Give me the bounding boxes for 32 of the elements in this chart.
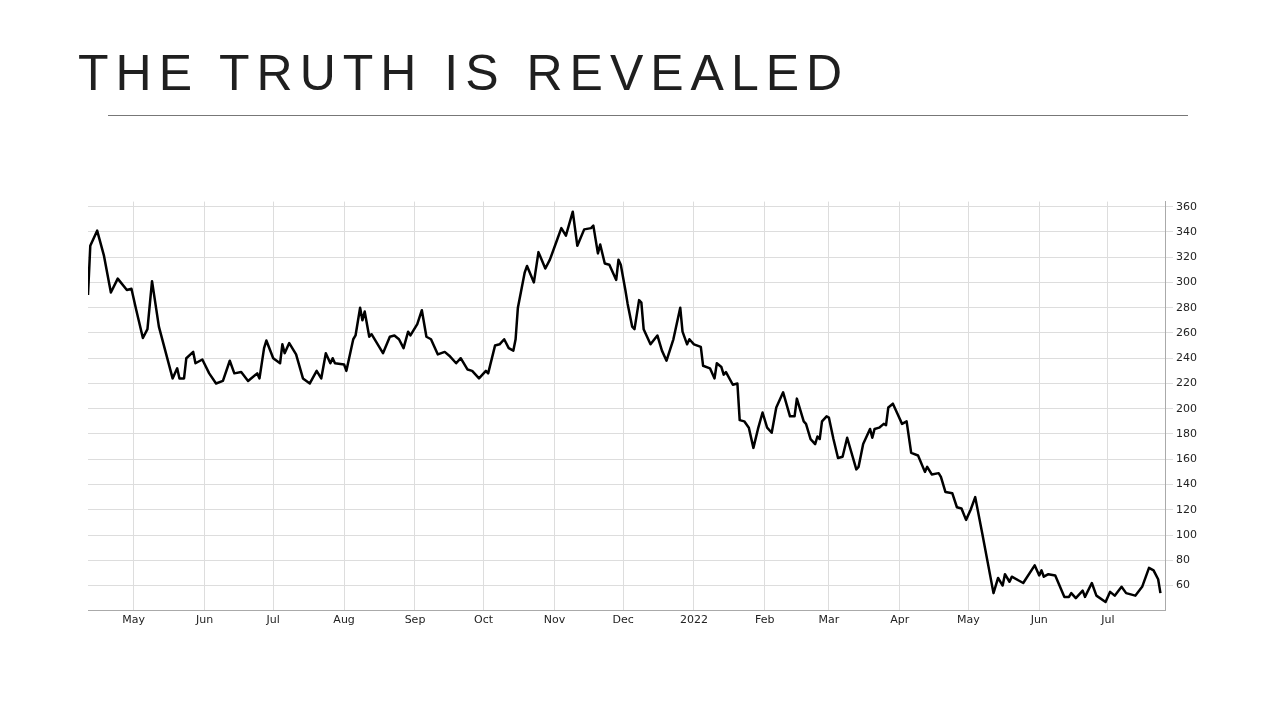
x-tick-label: Jul: [265, 613, 280, 627]
y-tick-label: 80: [1176, 553, 1190, 567]
y-tick-label: 240: [1176, 351, 1197, 365]
x-tick-label: May: [956, 613, 981, 627]
y-tick-label: 300: [1176, 275, 1197, 289]
y-tick-label: 120: [1176, 502, 1197, 516]
x-tick-label: Dec: [612, 613, 634, 627]
y-tick-label: 180: [1176, 426, 1197, 440]
x-tick-label: Jun: [195, 613, 214, 627]
y-tick-label: 360: [1176, 199, 1197, 213]
x-tick-label: 2022: [679, 613, 708, 627]
y-tick-label: 260: [1176, 325, 1197, 339]
y-tick-label: 140: [1176, 477, 1197, 491]
x-tick-label: Nov: [543, 613, 566, 627]
y-tick-label: 160: [1176, 452, 1197, 466]
x-tick-label: Oct: [474, 613, 494, 627]
y-tick-label: 220: [1176, 376, 1197, 390]
y-tick-label: 320: [1176, 250, 1197, 264]
x-tick-label: Apr: [890, 613, 910, 627]
y-tick-label: 200: [1176, 401, 1197, 415]
y-tick-label: 60: [1176, 578, 1190, 592]
y-tick-label: 340: [1176, 224, 1197, 238]
x-tick-label: Mar: [818, 613, 840, 627]
x-tick-label: Feb: [755, 613, 775, 627]
x-tick-label: Jul: [1100, 613, 1115, 627]
x-tick-label: Sep: [404, 613, 426, 627]
x-tick-label: May: [122, 613, 146, 627]
x-tick-label: Jun: [1029, 613, 1048, 627]
chart-title: THE TRUTH IS REVEALED: [78, 44, 850, 102]
y-tick-label: 280: [1176, 300, 1197, 314]
y-tick-label: 100: [1176, 527, 1197, 541]
x-tick-label: Aug: [333, 613, 355, 627]
